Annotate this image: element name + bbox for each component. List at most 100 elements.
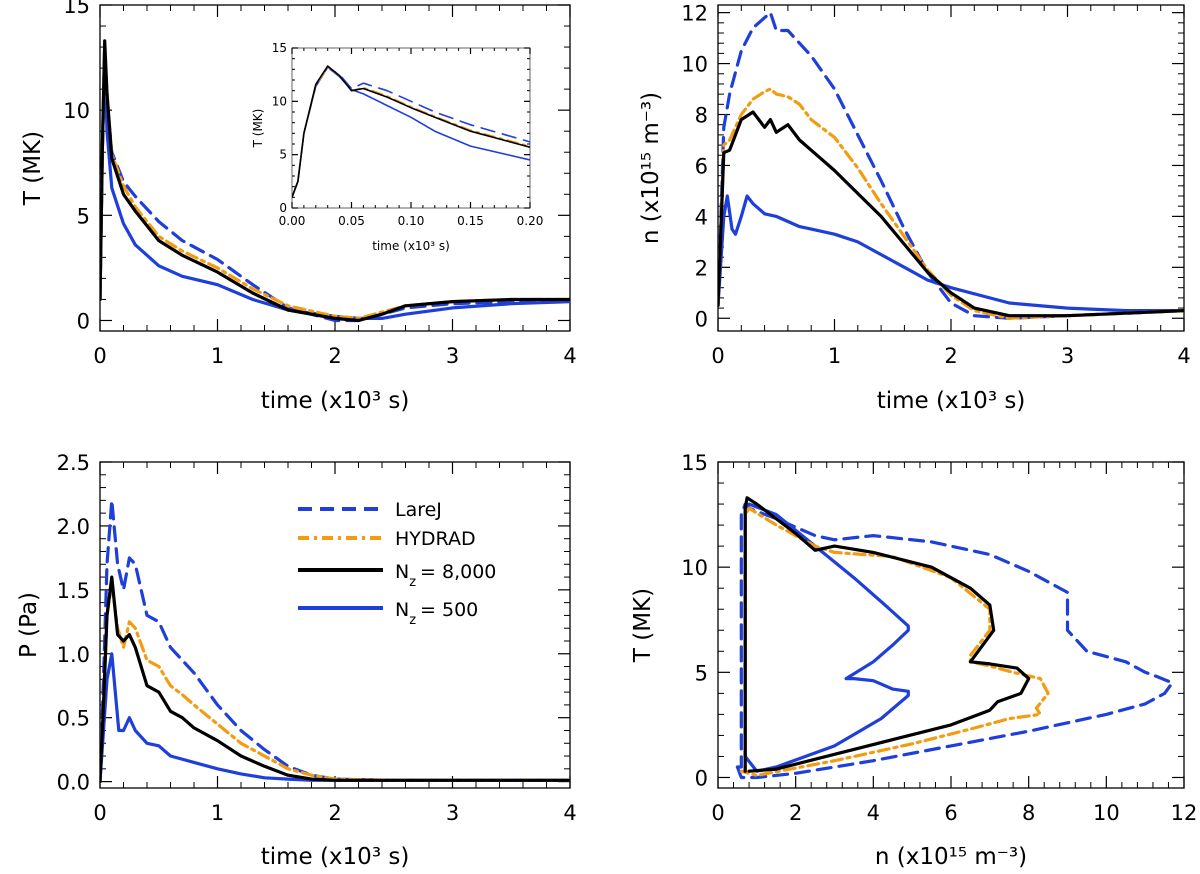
y-tick-label: 6 (695, 154, 708, 178)
x-tick-label: 0.10 (398, 214, 425, 228)
axis-ticks: 0 2 4 6 8 10 12 0 5 10 15 (681, 451, 1197, 825)
y-tick-label: 1.0 (57, 643, 90, 667)
series-group (735, 496, 1174, 780)
x-tick-label: 2 (328, 801, 341, 825)
plot-frame (99, 461, 571, 789)
legend-label-hydrad: HYDRAD (395, 528, 476, 550)
chart-temperature-vs-density: 0 2 4 6 8 10 12 0 5 10 15 n (x10¹⁵ m⁻³) T (MK) (630, 451, 1197, 870)
x-tick-label: 10 (1093, 801, 1120, 825)
legend-label-nz8000-rest: = 8,000 (420, 561, 496, 583)
legend-entry-larej: LareJ (298, 499, 442, 521)
x-axis-label: n (x10¹⁵ m⁻³) (875, 844, 1027, 870)
x-tick-label: 4 (563, 344, 576, 368)
series-group (718, 11, 1184, 320)
x-tick-label: 0 (93, 344, 106, 368)
y-tick-label: 10 (681, 53, 708, 77)
legend-label-nz8000-sub: z (409, 575, 416, 590)
y-tick-label: 8 (695, 104, 708, 128)
series-line-nz8000 (292, 65, 530, 199)
series-line-larej (735, 502, 1174, 780)
axis-ticks: 0 1 2 3 4 0.0 0.5 1.0 1.5 2.0 2.5 (57, 451, 577, 825)
axis-ticks: 0 1 2 3 4 0 5 10 15 (63, 0, 576, 368)
inset-axis-ticks: 0.00 0.05 0.10 0.15 0.20 0 5 10 15 (272, 41, 544, 228)
y-axis-label: n (x10¹⁵ m⁻³) (638, 92, 664, 244)
x-axis-label: time (x10³ s) (261, 388, 410, 414)
y-axis-label: P (Pa) (16, 592, 42, 658)
y-axis-label: T (MK) (20, 131, 46, 206)
x-tick-label: 3 (1061, 344, 1074, 368)
series-line-nz8000 (743, 496, 1031, 773)
legend-entry-hydrad: HYDRAD (298, 528, 476, 550)
legend-entry-nz500: Nz = 500 (298, 599, 478, 628)
series-line-larej (718, 11, 1184, 320)
y-tick-label: 12 (681, 2, 708, 26)
legend-label-larej: LareJ (395, 499, 442, 521)
series-line-hydrad (718, 87, 1184, 320)
series-line-nz8000 (100, 575, 570, 784)
legend-label-nz8000: Nz = 8,000 (395, 561, 496, 590)
plot-frame (717, 461, 1185, 789)
legend-entry-nz8000: Nz = 8,000 (298, 561, 496, 590)
x-tick-label: 0 (711, 344, 724, 368)
series-line-nz500 (743, 502, 910, 773)
series-line-nz500 (718, 194, 1184, 313)
y-tick-label: 0 (695, 307, 708, 331)
x-tick-label: 6 (944, 801, 957, 825)
plot-frame (717, 4, 1185, 332)
x-tick-label: 2 (944, 344, 957, 368)
x-tick-label: 3 (446, 801, 459, 825)
x-tick-label: 4 (867, 801, 880, 825)
x-axis-label: time (x10³ s) (877, 388, 1026, 414)
chart-pressure-vs-time: 0 1 2 3 4 0.0 0.5 1.0 1.5 2.0 2.5 time (x10³ s) P … (16, 451, 577, 870)
x-tick-label: 0.20 (517, 214, 544, 228)
y-tick-label: 4 (695, 205, 708, 229)
y-tick-label: 5 (695, 661, 708, 685)
y-tick-label: 0 (279, 201, 287, 215)
y-tick-label: 2.5 (57, 451, 90, 475)
x-tick-label: 4 (1177, 344, 1190, 368)
y-tick-label: 10 (63, 99, 90, 123)
y-tick-label: 2.0 (57, 515, 90, 539)
x-tick-label: 1 (211, 344, 224, 368)
legend-label-nz500-rest: = 500 (420, 599, 478, 621)
series-line-larej (100, 55, 570, 323)
legend-label-nz8000-main: N (395, 561, 409, 583)
series-line-nz500 (100, 652, 570, 784)
y-tick-label: 2 (695, 256, 708, 280)
inset-frame (291, 47, 531, 209)
y-tick-label: 0 (77, 309, 90, 333)
y-tick-label: 1.5 (57, 579, 90, 603)
series-line-larej (100, 498, 570, 784)
y-tick-label: 15 (63, 0, 90, 18)
series-line-nz8000 (100, 39, 570, 323)
y-tick-label: 0.0 (57, 771, 90, 795)
inset-x-axis-label: time (x10³ s) (372, 239, 450, 253)
x-tick-label: 2 (789, 801, 802, 825)
y-tick-label: 0 (695, 766, 708, 790)
legend-label-nz500-sub: z (409, 613, 416, 628)
y-tick-label: 10 (681, 556, 708, 580)
x-tick-label: 0 (93, 801, 106, 825)
inset-chart: 0.00 0.05 0.10 0.15 0.20 0 5 10 15 time (x10³ s)… (251, 41, 543, 253)
x-tick-label: 12 (1171, 801, 1198, 825)
series-line-nz500 (100, 45, 570, 320)
y-tick-label: 15 (681, 451, 708, 475)
inset-series-group (292, 65, 530, 199)
y-tick-label: 0.5 (57, 707, 90, 731)
x-tick-label: 2 (328, 344, 341, 368)
inset-y-axis-label: T (MK) (251, 109, 265, 149)
x-tick-label: 0.05 (338, 214, 365, 228)
x-tick-label: 1 (828, 344, 841, 368)
y-axis-label: T (MK) (630, 588, 656, 663)
y-tick-label: 10 (272, 94, 287, 108)
x-tick-label: 3 (446, 344, 459, 368)
x-tick-label: 0.15 (457, 214, 484, 228)
series-group (100, 39, 570, 323)
legend: LareJ HYDRAD Nz = 8,000 Nz = 500 (298, 499, 496, 628)
x-tick-label: 1 (211, 801, 224, 825)
series-line-hydrad (100, 581, 570, 784)
y-tick-label: 5 (77, 204, 90, 228)
